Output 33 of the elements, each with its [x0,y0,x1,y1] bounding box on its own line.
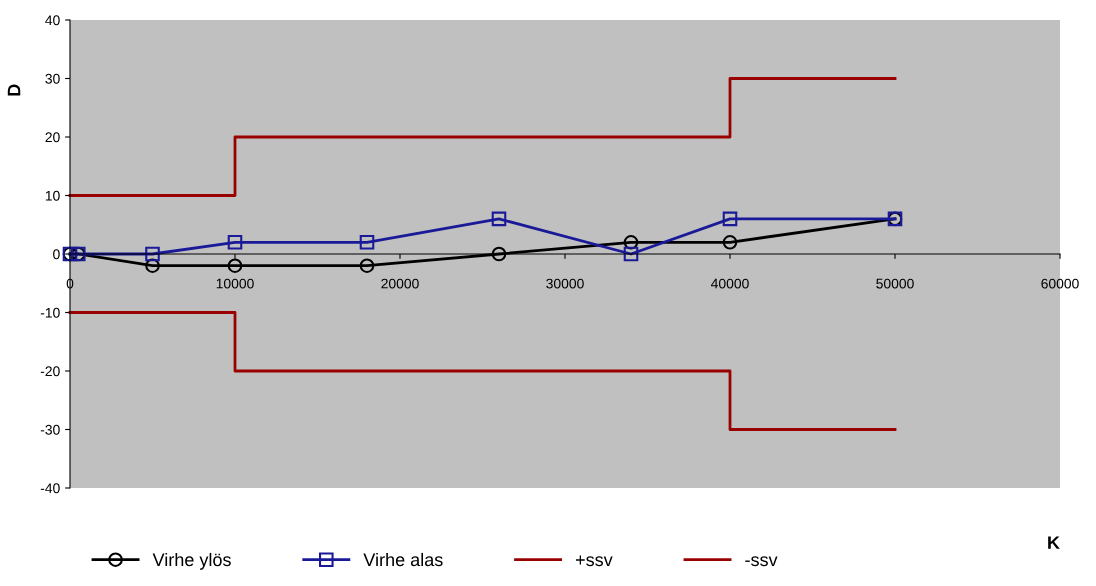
y-tick-label: 20 [45,132,60,143]
y-tick-label: 40 [45,15,60,26]
point [145,246,160,262]
legend-label: -ssv [745,556,778,567]
point [623,235,639,250]
point [227,258,243,273]
legend-label: +ssv [575,555,613,567]
x-tick-label: 20000 [381,278,419,289]
point [623,246,639,262]
x-tick-label: 50000 [876,278,914,289]
y-axis-title: D [7,84,21,96]
point [722,211,738,227]
x-tick-label: 10000 [216,278,254,289]
point [227,235,243,250]
x-tick-label: 30000 [546,278,584,289]
y-tick-label: 0 [53,249,60,260]
y-tick-label: -30 [40,424,60,435]
legend-label: Virhe ylös [152,552,231,570]
legend-label: Virhe alas [363,552,443,567]
y-tick-label: 30 [45,73,60,84]
y-tick-label: -20 [40,366,60,377]
y-tick-label: 10 [45,190,60,201]
x-tick-label: 60000 [1041,278,1079,289]
x-tick-label: 40000 [711,278,749,289]
point [491,211,507,227]
point [491,246,507,262]
point [145,258,160,273]
point [359,258,375,273]
x-axis-title: K [1048,536,1060,549]
y-tick-label: -10 [40,307,60,318]
y-tick-label: -40 [40,483,60,494]
point [359,235,375,250]
point [722,235,738,250]
